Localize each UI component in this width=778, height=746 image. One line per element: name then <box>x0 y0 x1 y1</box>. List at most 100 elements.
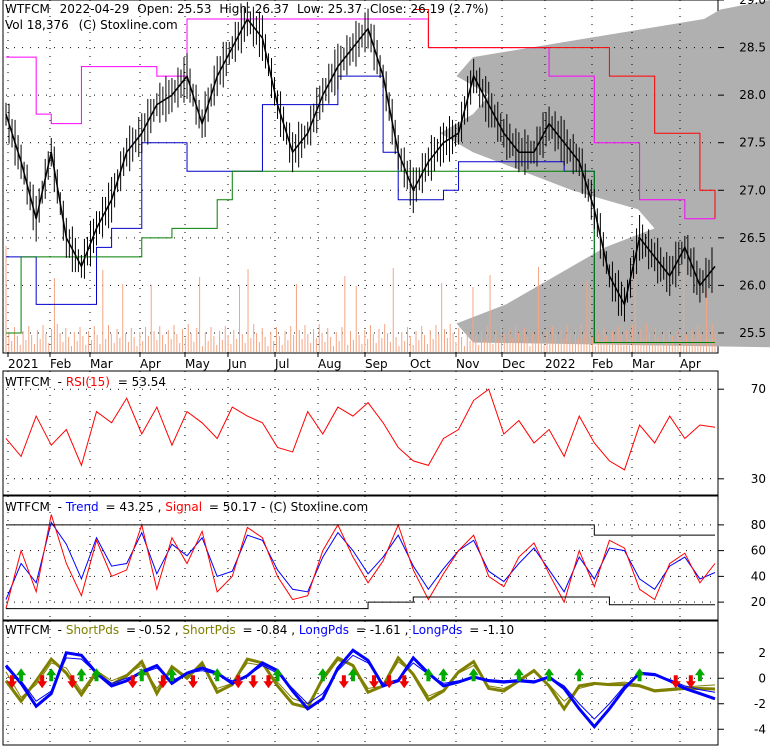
buy-arrow <box>634 668 645 682</box>
buy-arrow <box>694 668 705 682</box>
y-tick-label: 28.0 <box>739 88 766 102</box>
high-label: High: 26.37 <box>219 2 289 16</box>
sell-arrow <box>67 675 78 689</box>
buy-arrow <box>347 668 358 682</box>
x-tick-label: Jul <box>274 357 289 371</box>
buy-arrow <box>16 668 27 682</box>
y-tick-label: 25.5 <box>739 326 766 340</box>
trend-series-name: Trend <box>65 500 99 514</box>
pds-line-0 <box>5 659 716 705</box>
trend-upper-channel <box>6 524 715 536</box>
x-tick-label: 2021 <box>8 357 39 371</box>
volume-header: Vol 18,376 (C) Stoxline.com <box>5 18 178 32</box>
trend-lower-channel <box>6 596 715 610</box>
trend-line <box>5 521 716 600</box>
sell-arrow <box>157 675 168 689</box>
sell-arrow <box>7 675 17 689</box>
y-tick-label: 27.5 <box>739 136 766 150</box>
buy-arrow <box>46 668 57 682</box>
y-tick-label: -4 <box>754 722 766 736</box>
buy-arrow <box>76 668 87 682</box>
y-tick-label: 30 <box>751 472 766 486</box>
pds-header: WTFCM - ShortPds = -0.52 , ShortPds = -0… <box>5 623 514 637</box>
symbol-label: WTFCM <box>5 2 50 16</box>
rsi-line <box>5 388 716 471</box>
x-tick-label: Jun <box>227 357 247 371</box>
y-tick-label: 26.5 <box>739 231 766 245</box>
buy-arrow <box>423 668 434 682</box>
rsi-header: WTFCM - RSI(15) = 53.54 <box>5 375 166 389</box>
signal-line <box>5 514 716 609</box>
x-tick-label: Sep <box>365 357 388 371</box>
buy-arrow <box>212 668 223 682</box>
copyright-label: (C) Stoxline.com <box>79 18 178 32</box>
x-tick-label: Dec <box>502 357 525 371</box>
close-label: Close: 26.19 (2.7%) <box>370 2 489 16</box>
volume-profile <box>440 0 770 348</box>
price-upper_band-line <box>6 18 715 220</box>
longpds-1-value: = -1.61 <box>356 623 401 637</box>
sell-arrow <box>685 675 696 689</box>
rsi-panel-frame <box>2 370 719 496</box>
trend-series-value: = 43.25 <box>106 500 154 514</box>
trend-copyright: (C) Stoxline.com <box>269 500 368 514</box>
buy-arrow <box>136 668 147 682</box>
y-tick-label: 27.0 <box>739 183 766 197</box>
x-tick-label: Nov <box>456 357 479 371</box>
price-header: WTFCM 2022-04-29 Open: 25.53 High: 26.37… <box>5 2 489 16</box>
y-tick-label: 60 <box>751 544 766 558</box>
buy-arrow <box>317 668 328 682</box>
buy-arrow <box>91 668 102 682</box>
buy-arrow <box>166 668 177 682</box>
y-tick-label: 26.0 <box>739 278 766 292</box>
sell-arrow <box>263 675 274 689</box>
price-resistance-line <box>413 9 716 219</box>
rsi-symbol: WTFCM <box>5 375 50 389</box>
sell-arrow <box>670 675 681 689</box>
x-tick-label: Aug <box>318 357 341 371</box>
x-tick-label: 2022 <box>545 357 576 371</box>
x-tick-label: Feb <box>592 357 613 371</box>
buy-arrow <box>438 668 449 682</box>
longpds-2-value: = -1.10 <box>469 623 514 637</box>
y-tick-label: 20 <box>751 595 766 609</box>
pds-symbol: WTFCM <box>5 623 50 637</box>
rsi-value: = 53.54 <box>118 375 166 389</box>
x-tick-label: Apr <box>140 357 161 371</box>
x-tick-label: Feb <box>50 357 71 371</box>
buy-arrow <box>544 668 555 682</box>
y-tick-label: 40 <box>751 569 766 583</box>
date-label: 2022-04-29 <box>60 2 130 16</box>
sell-arrow <box>369 675 380 689</box>
buy-arrow <box>513 668 524 682</box>
x-tick-label: May <box>185 357 210 371</box>
sell-arrow <box>127 675 138 689</box>
shortpds-2-name: ShortPds <box>182 623 235 637</box>
x-tick-label: Apr <box>680 357 701 371</box>
pds-line-3 <box>5 654 716 720</box>
y-tick-label: 70 <box>751 382 766 396</box>
open-label: Open: 25.53 <box>137 2 211 16</box>
sell-arrow <box>188 675 199 689</box>
buy-arrow <box>468 668 479 682</box>
sell-arrow <box>399 675 410 689</box>
signal-series-name: Signal <box>165 500 202 514</box>
y-tick-label: 28.5 <box>739 41 766 55</box>
y-tick-label: 29.0 <box>739 0 766 7</box>
longpds-1-name: LongPds <box>299 623 349 637</box>
y-tick-label: -2 <box>754 697 766 711</box>
trend-header: WTFCM - Trend = 43.25 , Signal = 50.17 -… <box>5 500 368 514</box>
sell-arrow <box>384 675 395 689</box>
x-tick-label: Oct <box>410 357 431 371</box>
sell-arrow <box>233 675 244 689</box>
pds-line-1 <box>4 655 716 712</box>
low-label: Low: 25.37 <box>297 2 362 16</box>
buy-arrow <box>272 668 283 682</box>
y-tick-label: 0 <box>758 671 766 685</box>
price-close-line <box>5 17 716 307</box>
pds-panel-frame <box>2 620 719 746</box>
trend-panel-frame <box>2 495 719 621</box>
y-tick-label: 80 <box>751 518 766 532</box>
sell-arrow <box>37 675 48 689</box>
